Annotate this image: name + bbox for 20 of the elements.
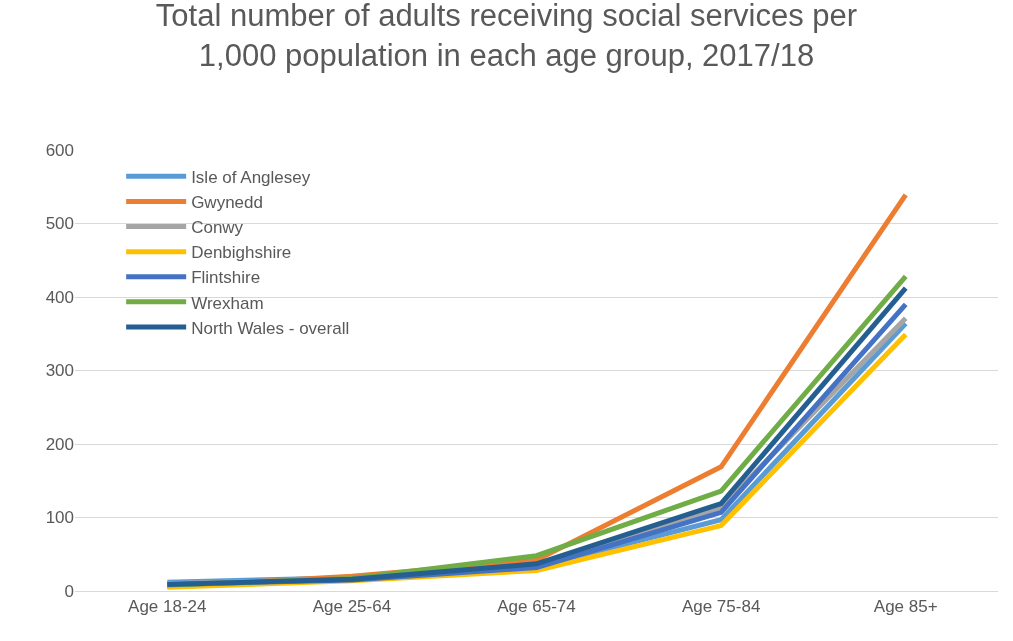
legend-label: Isle of Anglesey [191,168,311,187]
legend-label: Flintshire [191,268,261,288]
y-tick-label: 200 [45,434,74,454]
chart-title: Total number of adults receiving social services per 1,000 population in each age group, 2017/18 [155,0,858,73]
y-tick-label: 0 [64,581,74,601]
x-tick-label: Age 75-84 [681,597,761,617]
legend-label: Conwy [191,218,244,238]
legend-label: Gwynedd [191,193,263,213]
y-tick-label: 300 [45,361,74,381]
legend-label: Wrexham [191,293,264,313]
legend-label: Denbighshire [191,243,292,263]
y-tick-label: 400 [45,287,74,307]
y-tick-label: 100 [45,508,74,528]
legend-label: North Wales - overall [191,318,350,338]
y-tick-label: 500 [45,214,74,234]
x-tick-label: Age 18-24 [128,597,207,617]
x-tick-label: Age 85+ [873,597,938,617]
x-tick-label: Age 65-74 [497,597,576,617]
y-tick-label: 600 [45,140,74,160]
x-tick-label: Age 25-64 [312,597,392,617]
